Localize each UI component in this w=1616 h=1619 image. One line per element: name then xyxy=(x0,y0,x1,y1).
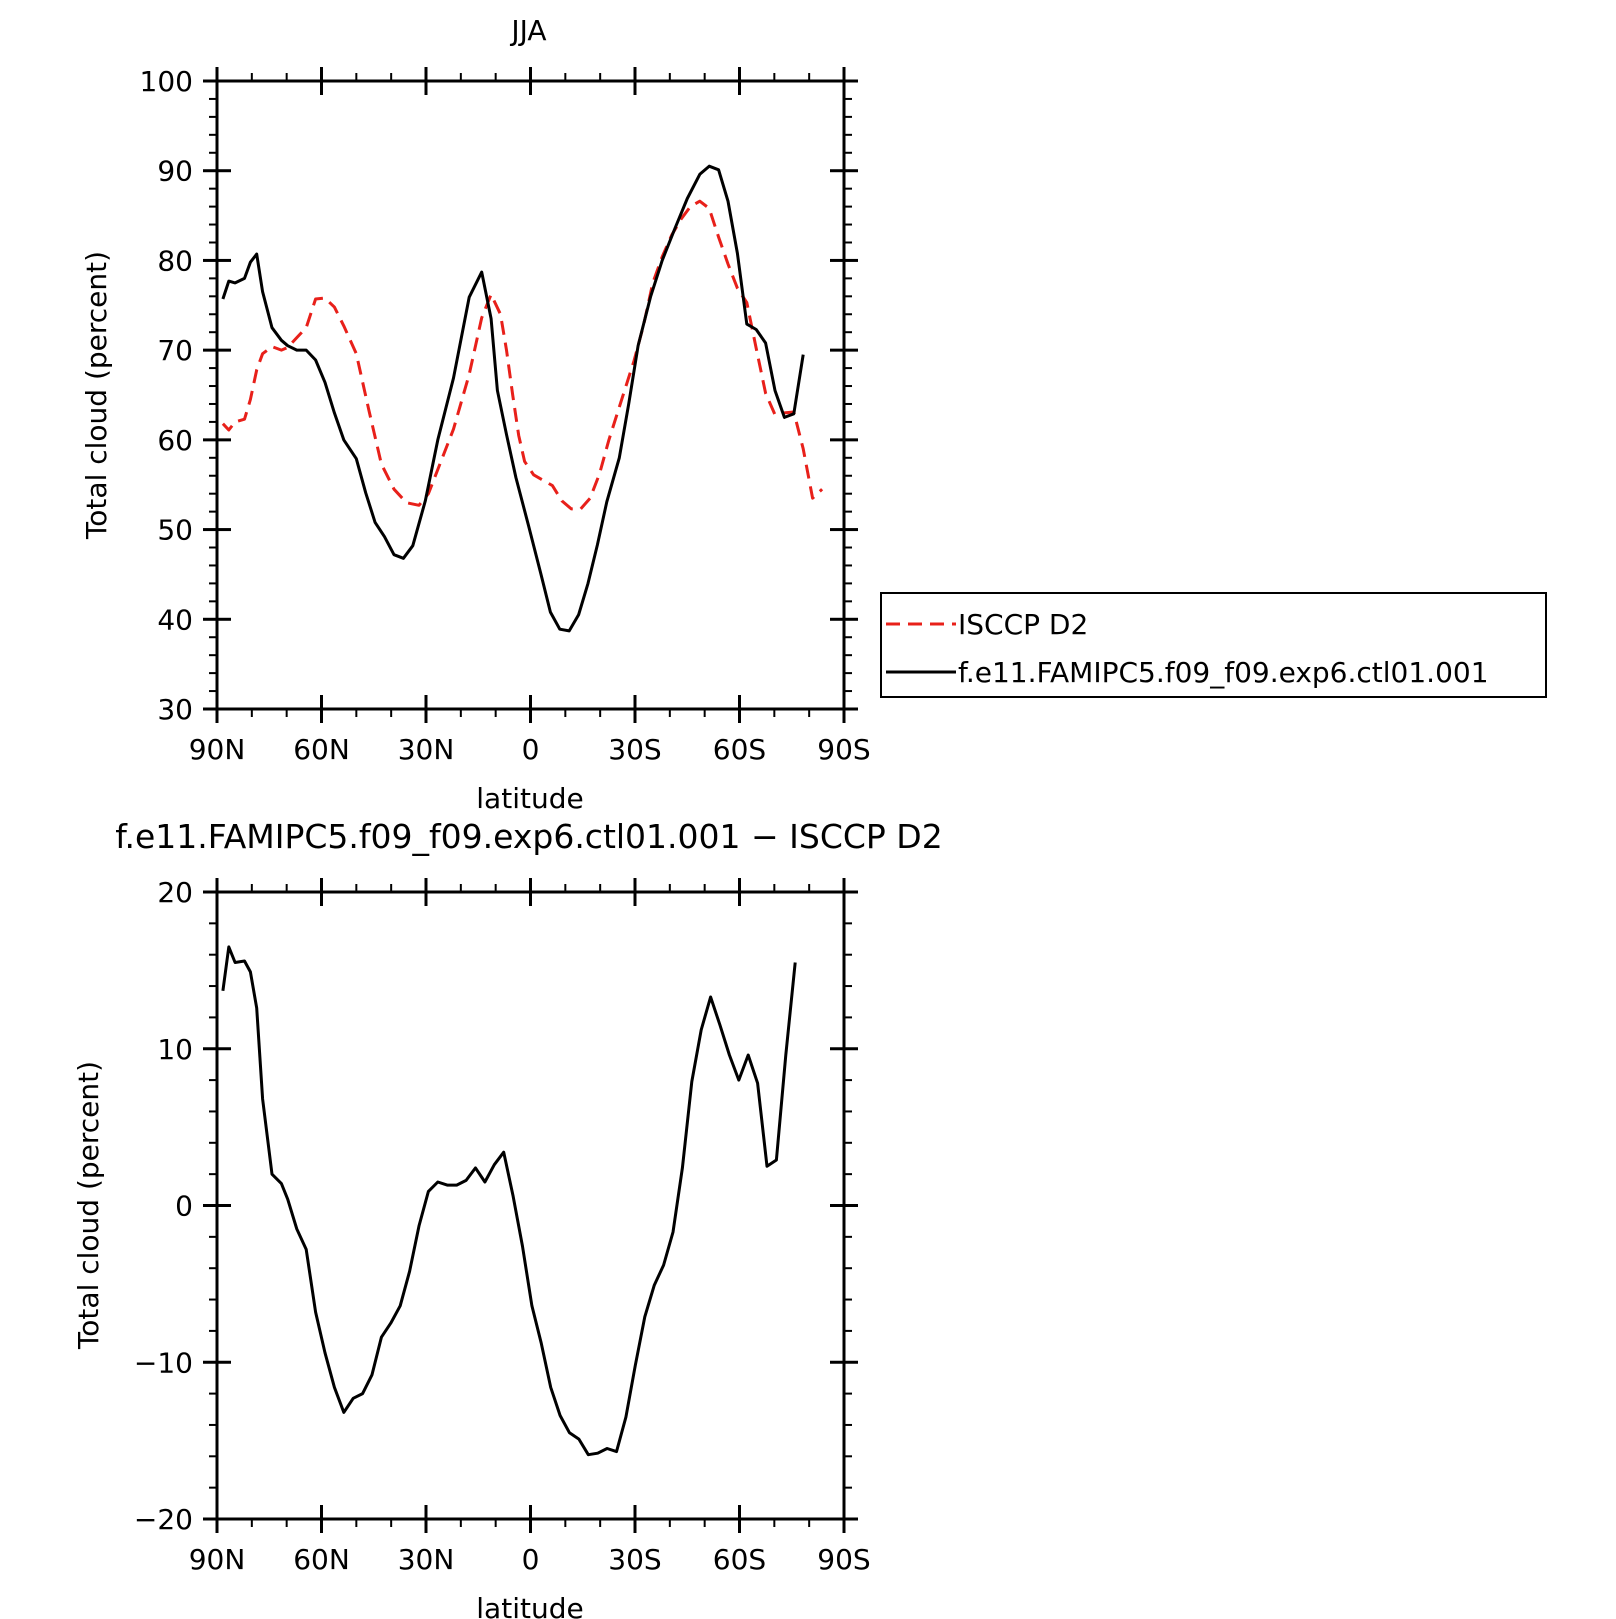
panel-bottom-chart: f.e11.FAMIPC5.f09_f09.exp6.ctl01.001 − I… xyxy=(72,817,943,1619)
top-ticks xyxy=(203,67,858,723)
bottom-data-lines xyxy=(221,945,797,1457)
y-tick-label: 40 xyxy=(157,603,193,636)
y-tick-label: −10 xyxy=(134,1346,193,1379)
x-tick-label: 30S xyxy=(608,1543,661,1576)
x-tick-label: 60S xyxy=(713,1543,766,1576)
top-x-axis-label: latitude xyxy=(476,782,583,815)
x-tick-label: 90N xyxy=(189,1543,246,1576)
series-line-isccp xyxy=(221,199,824,511)
top-x-tick-labels: 90N 60N 30N 0 30S 60S 90S xyxy=(189,733,871,766)
y-tick-label: 0 xyxy=(175,1190,193,1223)
y-tick-label: 70 xyxy=(157,334,193,367)
y-tick-label: 80 xyxy=(157,244,193,277)
y-tick-label: 50 xyxy=(157,514,193,547)
bottom-plot-frame xyxy=(215,890,846,1521)
bottom-y-tick-labels: −20 −10 0 10 20 xyxy=(134,876,193,1536)
x-tick-label: 60N xyxy=(293,1543,350,1576)
series-line-model xyxy=(221,164,805,633)
legend-box xyxy=(880,592,1547,698)
x-tick-label: 60N xyxy=(293,733,350,766)
x-tick-label: 60S xyxy=(713,733,766,766)
legend-label-model: f.e11.FAMIPC5.f09_f09.exp6.ctl01.001 xyxy=(958,656,1489,689)
legend: ISCCP D2 f.e11.FAMIPC5.f09_f09.exp6.ctl0… xyxy=(880,592,1547,698)
y-tick-label: 30 xyxy=(157,693,193,726)
top-data-lines xyxy=(221,164,824,633)
bottom-x-tick-labels: 90N 60N 30N 0 30S 60S 90S xyxy=(189,1543,871,1576)
top-y-axis-label: Total cloud (percent) xyxy=(80,251,113,540)
bottom-chart-title: f.e11.FAMIPC5.f09_f09.exp6.ctl01.001 − I… xyxy=(115,817,942,856)
x-tick-label: 0 xyxy=(522,1543,540,1576)
x-tick-label: 90S xyxy=(817,733,870,766)
bottom-y-axis-label: Total cloud (percent) xyxy=(72,1061,105,1350)
x-tick-label: 0 xyxy=(522,733,540,766)
y-tick-label: 60 xyxy=(157,424,193,457)
top-y-tick-labels: 30 40 50 60 70 80 90 100 xyxy=(140,65,193,726)
x-tick-label: 90N xyxy=(189,733,246,766)
top-plot-frame xyxy=(215,79,846,711)
y-tick-label: 100 xyxy=(140,65,193,98)
bottom-x-axis-label: latitude xyxy=(476,1592,583,1619)
series-line-difference xyxy=(221,945,797,1457)
top-chart-title: JJA xyxy=(509,14,546,47)
legend-label-isccp: ISCCP D2 xyxy=(958,608,1088,641)
y-tick-label: −20 xyxy=(134,1503,193,1536)
x-tick-label: 30N xyxy=(398,733,455,766)
x-tick-label: 30N xyxy=(398,1543,455,1576)
y-tick-label: 90 xyxy=(157,155,193,188)
bottom-ticks xyxy=(203,878,858,1533)
y-tick-label: 20 xyxy=(157,876,193,909)
y-tick-label: 10 xyxy=(157,1033,193,1066)
x-tick-label: 90S xyxy=(817,1543,870,1576)
x-tick-label: 30S xyxy=(608,733,661,766)
